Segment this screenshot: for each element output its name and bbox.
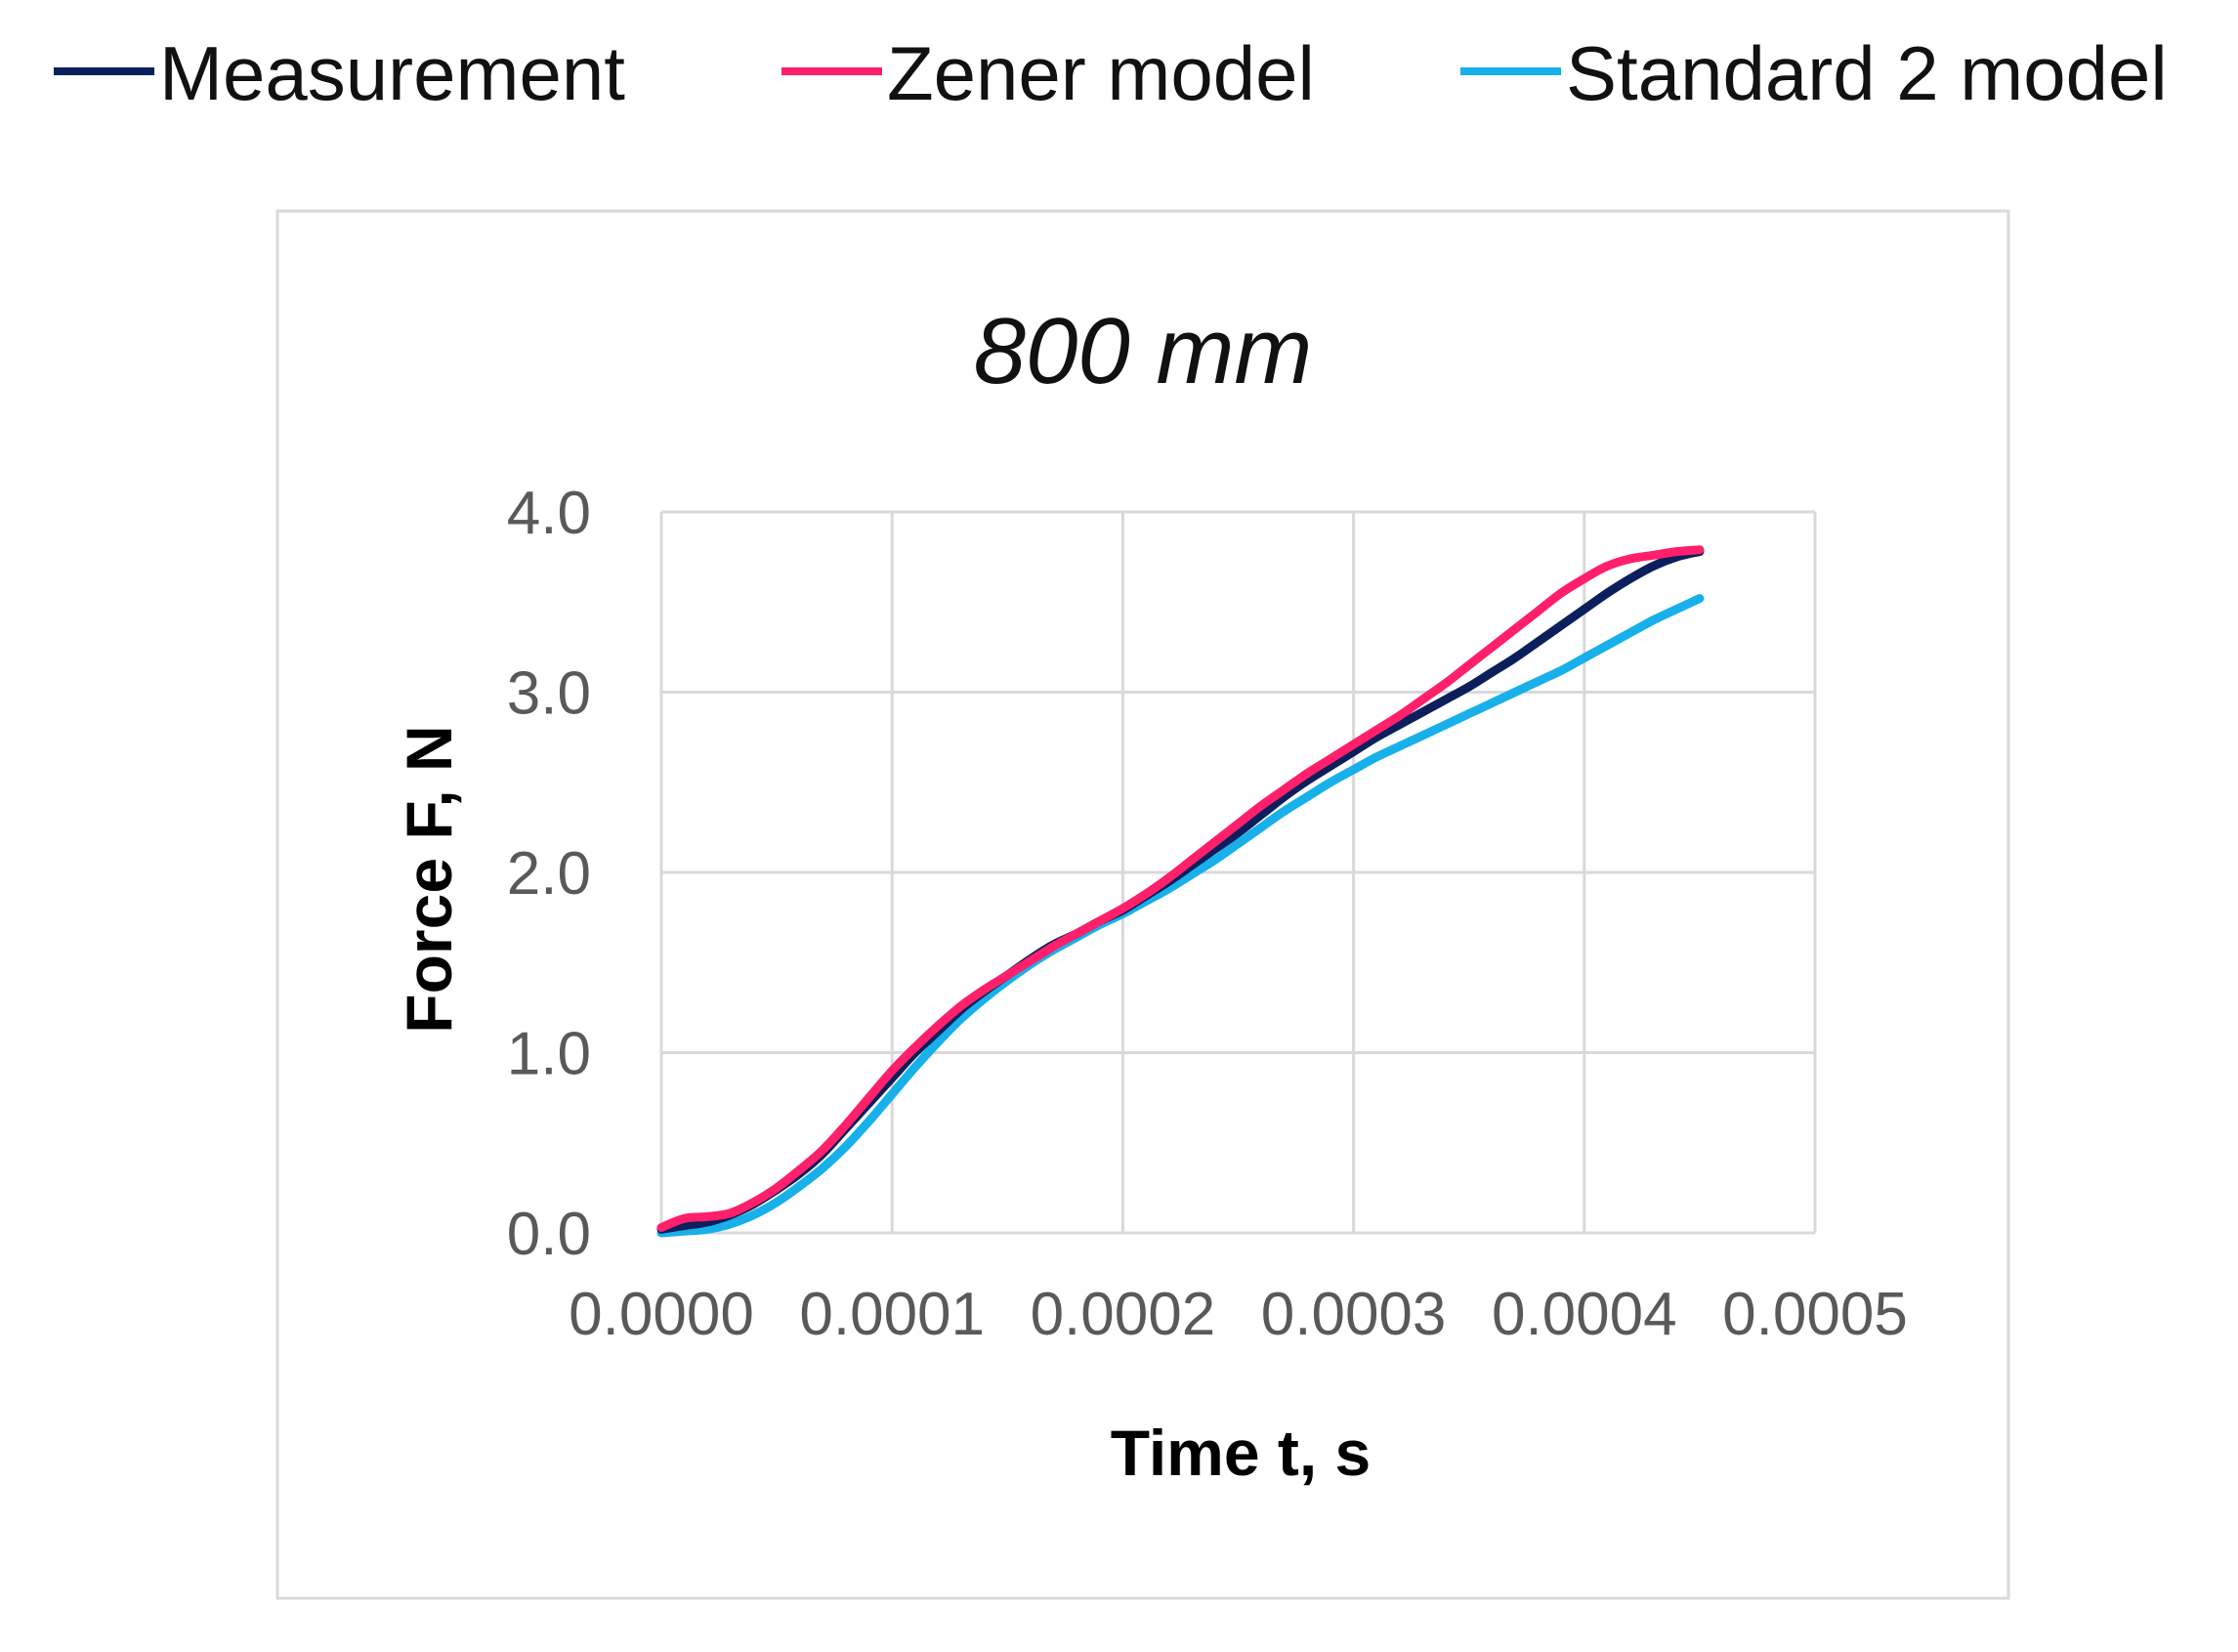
y-axis-label: Force F, N — [393, 725, 465, 1033]
y-tick-label: 3.0 — [507, 660, 591, 728]
legend-item-standard-2-model: Standard 2 model — [1460, 30, 2168, 116]
x-tick-label: 0.0002 — [1031, 1281, 1216, 1348]
chart-title: 800 mm — [974, 299, 1313, 403]
series-line-zener-model — [656, 545, 1705, 1232]
axes — [659, 512, 1815, 1235]
x-tick-label: 0.0004 — [1492, 1281, 1677, 1348]
legend-item-zener-model: Zener model — [781, 30, 1315, 116]
x-tick-label: 0.0000 — [569, 1281, 754, 1348]
y-tick-labels: 0.0 1.0 2.0 3.0 4.0 — [507, 480, 591, 1268]
x-tick-label: 0.0001 — [799, 1281, 985, 1348]
legend-item-measurement: Measurement — [54, 30, 625, 116]
x-axis-label: Time t, s — [1111, 1417, 1372, 1489]
legend-label-standard-2-model: Standard 2 model — [1566, 30, 2168, 116]
legend-label-measurement: Measurement — [159, 30, 625, 116]
legend-label-zener-model: Zener model — [887, 30, 1315, 116]
y-tick-label: 0.0 — [507, 1201, 591, 1268]
y-tick-label: 4.0 — [507, 480, 591, 547]
x-tick-labels: 0.0000 0.0001 0.0002 0.0003 0.0004 0.0005 — [569, 1281, 1908, 1348]
y-tick-label: 2.0 — [507, 840, 591, 908]
gridlines — [661, 510, 1817, 1233]
x-tick-label: 0.0003 — [1261, 1281, 1447, 1348]
y-tick-label: 1.0 — [507, 1021, 591, 1088]
series-lines — [656, 545, 1705, 1238]
series-line-standard-2-model — [656, 594, 1705, 1238]
legend: Measurement Zener model Standard 2 model — [54, 30, 2168, 116]
x-tick-label: 0.0005 — [1722, 1281, 1908, 1348]
